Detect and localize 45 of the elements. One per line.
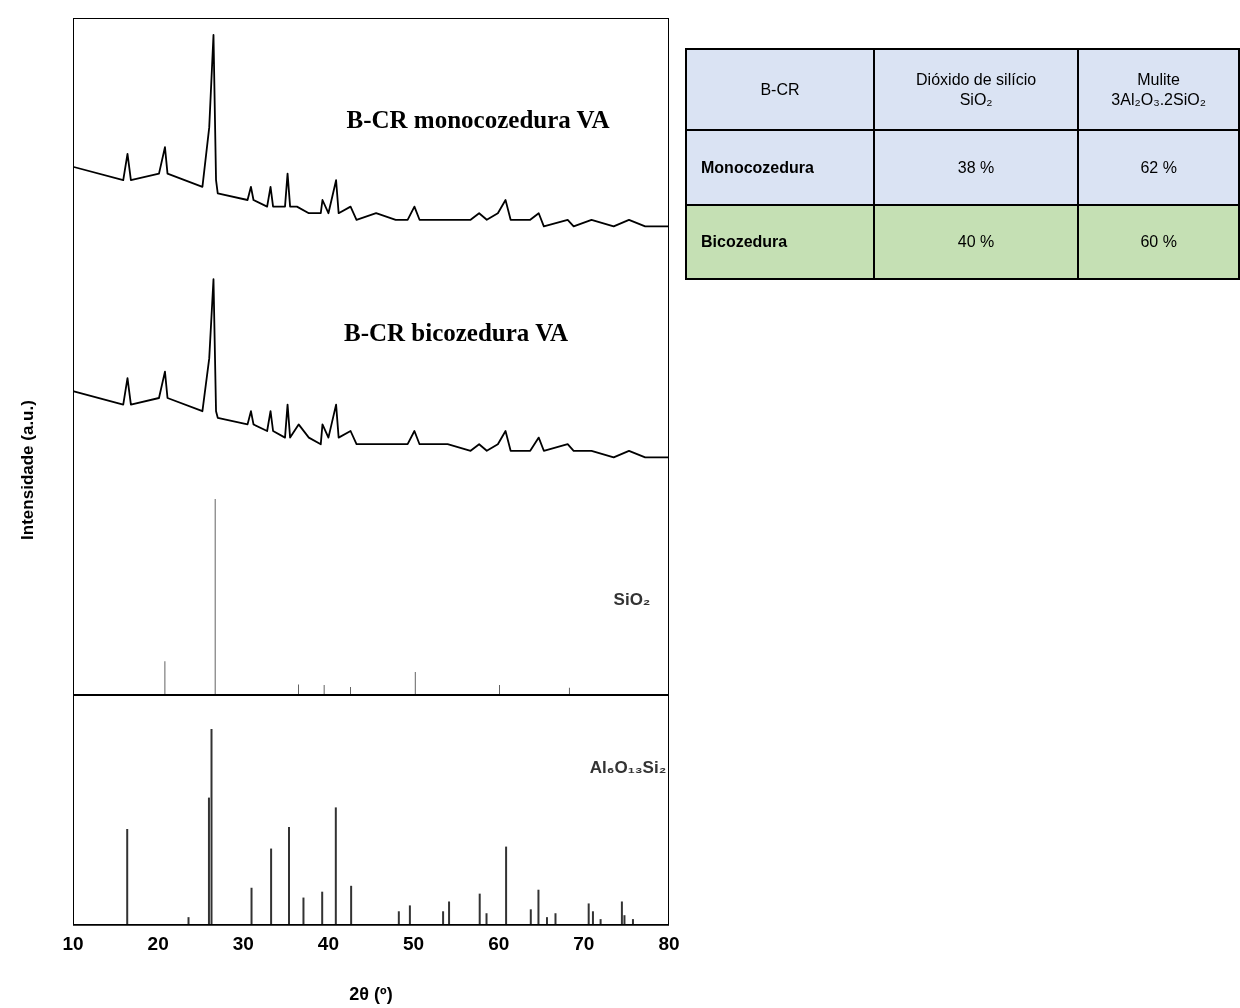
bar xyxy=(302,897,305,925)
x-tick-label: 70 xyxy=(573,933,595,955)
bar xyxy=(587,903,590,925)
bar xyxy=(250,887,253,925)
x-tick-label: 60 xyxy=(488,933,510,955)
text: 62 % xyxy=(1140,158,1177,176)
bar xyxy=(210,729,213,925)
x-tick-label: 30 xyxy=(232,933,254,955)
text: 40 % xyxy=(957,233,995,250)
text: 38 % xyxy=(957,158,995,176)
text: B-CR xyxy=(686,49,874,130)
category-label: Bicozedura xyxy=(701,233,788,250)
category-label: Dióxido de silício SiO₂ xyxy=(915,69,1038,110)
bar xyxy=(442,911,445,925)
text: B-CR bicozedura VA xyxy=(343,319,569,346)
bar xyxy=(126,828,129,925)
category-label: Mulite 3Al₂O₃.2SiO₂ xyxy=(1110,69,1207,110)
bar xyxy=(287,827,290,925)
bar xyxy=(478,893,481,925)
bar xyxy=(408,905,411,925)
bar xyxy=(448,901,451,925)
bar xyxy=(554,913,557,925)
text: SiO₂ xyxy=(613,590,651,609)
bar xyxy=(529,909,532,925)
x-tick-label: 50 xyxy=(403,933,425,955)
bar xyxy=(321,891,324,925)
bar xyxy=(485,913,488,925)
series-label: B-CR monocozedura VA xyxy=(346,106,610,133)
bar xyxy=(397,911,400,925)
x-tick-label: 40 xyxy=(317,933,339,955)
text: Al₆O₁₃Si₂ xyxy=(589,758,667,777)
bar xyxy=(505,846,508,925)
bar xyxy=(620,901,623,925)
x-tick-label: 80 xyxy=(658,933,680,955)
bar xyxy=(350,885,353,925)
y-axis-title: Intensidade (a.u.) xyxy=(18,400,37,540)
x-tick-label: 10 xyxy=(62,933,84,955)
category-label: Monocozedura xyxy=(701,158,814,176)
text: 60 % xyxy=(1140,233,1177,250)
bar xyxy=(270,848,273,925)
x-axis-title: 2θ (º) xyxy=(349,984,393,1004)
bar xyxy=(537,889,540,925)
bar xyxy=(334,807,337,925)
x-tick-label: 20 xyxy=(147,933,169,955)
bar xyxy=(591,911,594,925)
